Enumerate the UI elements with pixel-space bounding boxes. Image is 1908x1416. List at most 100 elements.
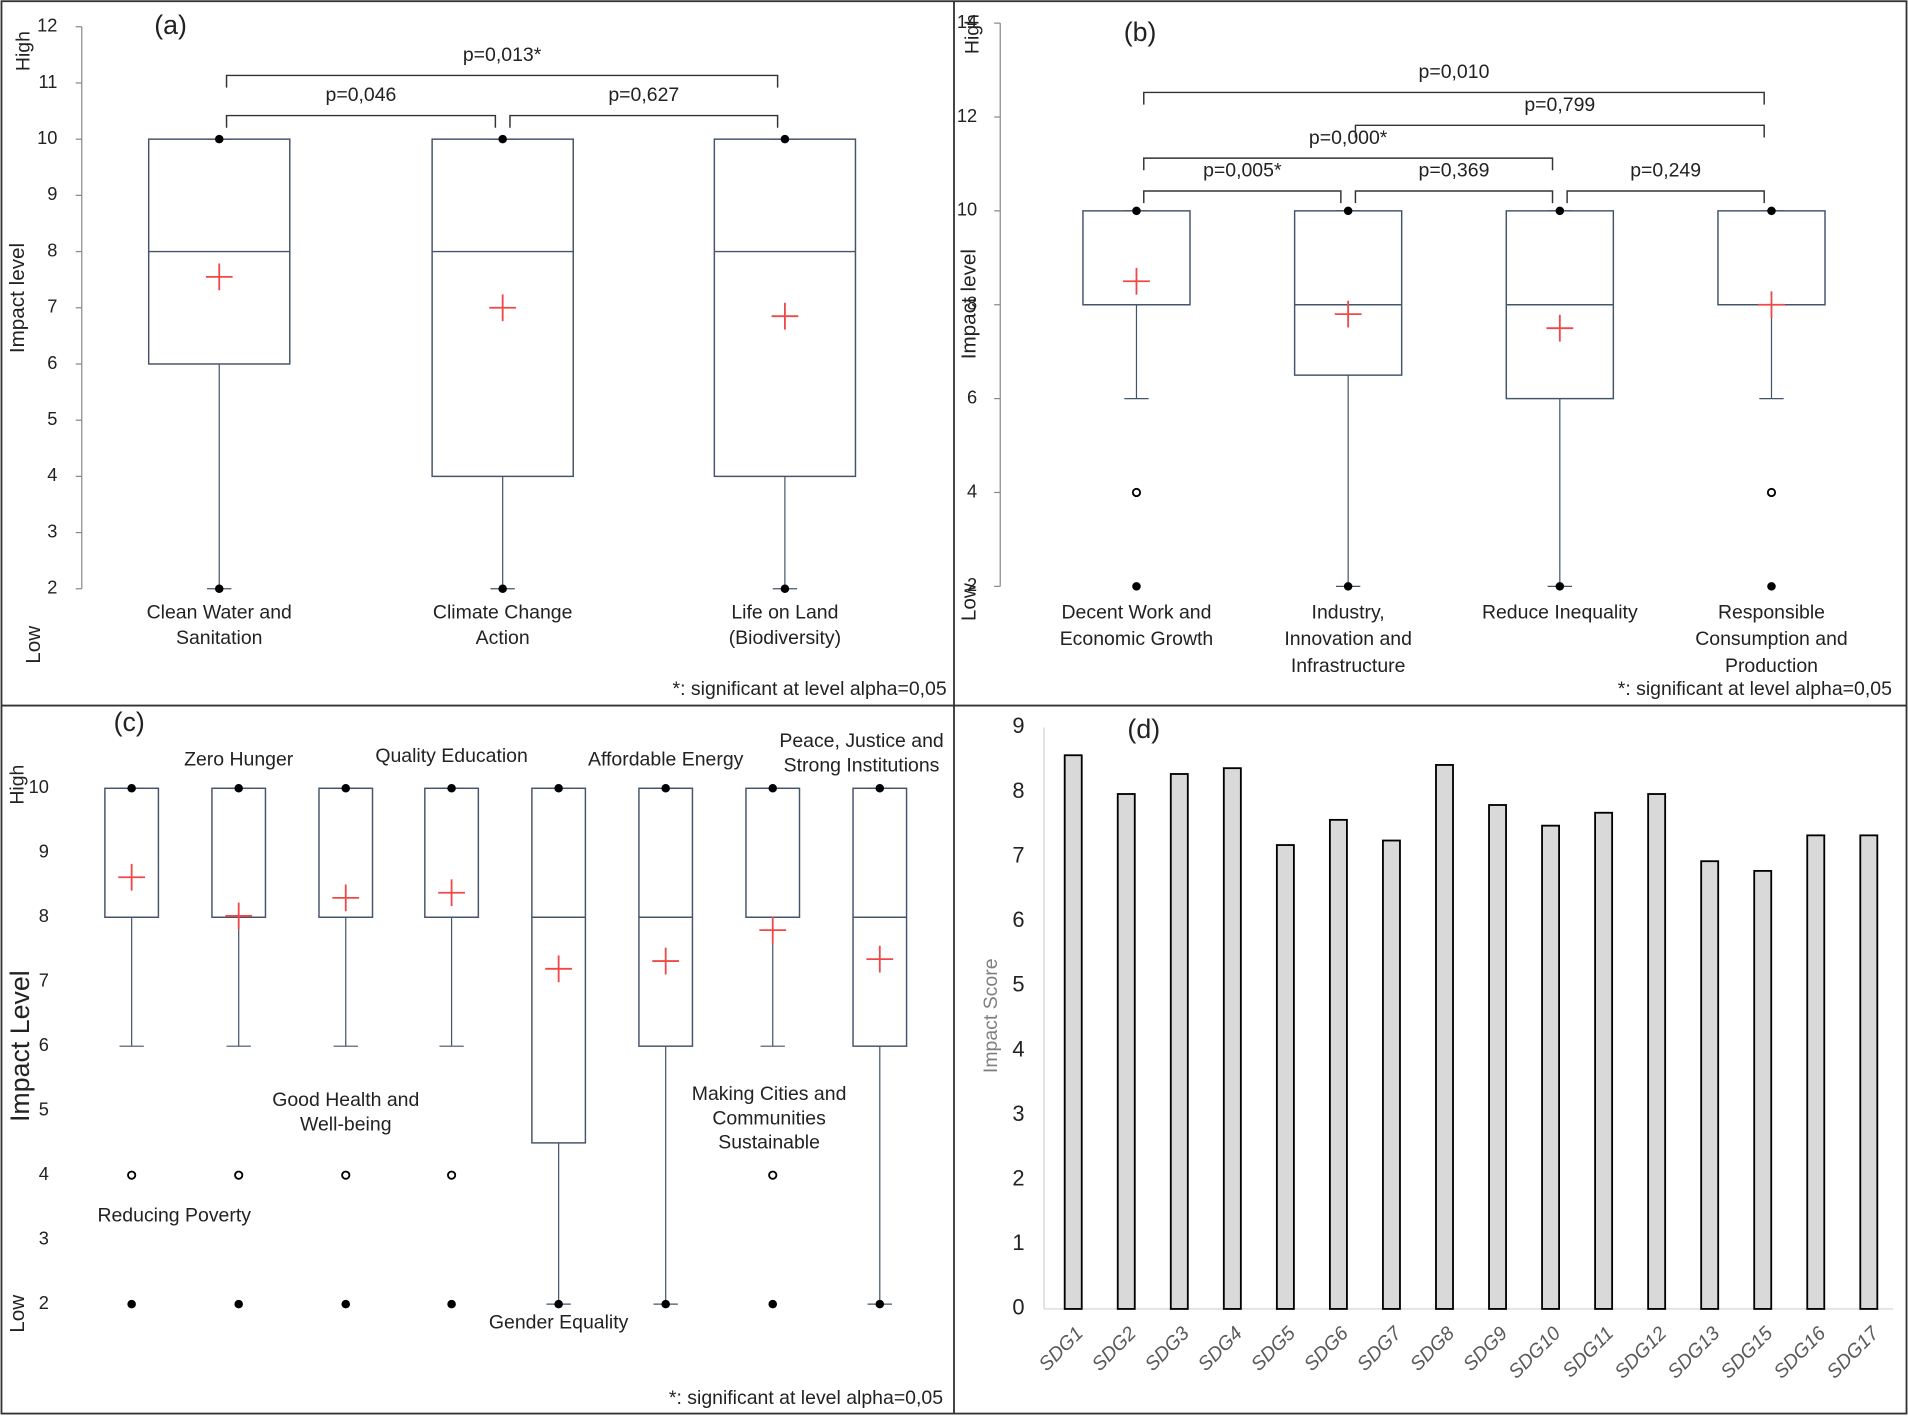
- bar: [1116, 793, 1136, 1310]
- y-tick-label: 4: [967, 480, 977, 501]
- max-point: [875, 784, 885, 793]
- max-point: [1555, 206, 1565, 216]
- bar: [1275, 844, 1295, 1310]
- category-label: (Biodiversity): [729, 627, 841, 649]
- category-label: Making Cities and: [692, 1083, 847, 1105]
- category-label: Well-being: [300, 1113, 392, 1135]
- p-value: p=0,799: [1524, 94, 1595, 116]
- min-point: [780, 584, 790, 594]
- category-label: Reducing Poverty: [97, 1205, 251, 1227]
- bar: [1382, 839, 1401, 1310]
- p-value: p=0,369: [1419, 160, 1490, 182]
- y-tick-label: 6: [1012, 907, 1024, 932]
- max-point: [214, 134, 224, 144]
- y-tick-label: 3: [1012, 1101, 1024, 1126]
- min-point: [1132, 582, 1141, 591]
- bar: [1063, 754, 1083, 1310]
- bar: [1222, 767, 1242, 1310]
- min-point: [875, 1299, 885, 1309]
- category-label: Climate Change: [433, 601, 573, 623]
- min-point: [214, 584, 224, 594]
- bar: [1169, 773, 1189, 1310]
- p-value: p=0,249: [1630, 160, 1701, 182]
- min-point: [1555, 582, 1565, 591]
- outlier: [127, 1170, 137, 1180]
- category-label: Infrastructure: [1291, 655, 1406, 677]
- low-label: Low: [957, 583, 980, 621]
- y-tick-label: 5: [1012, 972, 1024, 997]
- category-label: Production: [1725, 655, 1818, 677]
- high-label: High: [7, 765, 29, 805]
- min-point: [498, 584, 507, 594]
- y-tick-label: 8: [967, 293, 977, 314]
- low-label: Low: [22, 626, 45, 664]
- y-tick-label: 9: [47, 183, 57, 204]
- category-label: Sanitation: [176, 627, 263, 649]
- outlier: [447, 1170, 457, 1180]
- panel-label: (b): [1124, 17, 1157, 47]
- outlier: [1766, 487, 1777, 498]
- category-label: Gender Equality: [489, 1312, 629, 1334]
- y-tick-label: 1: [1012, 1230, 1024, 1255]
- y-tick-label: 7: [1012, 842, 1024, 867]
- min-point: [768, 1299, 777, 1309]
- y-tick-label: 6: [967, 386, 977, 407]
- y-tick-label: 10: [29, 776, 49, 797]
- note: *: significant at level alpha=0,05: [673, 678, 947, 700]
- bar: [1806, 834, 1826, 1310]
- y-tick-label: 0: [1012, 1295, 1024, 1320]
- category-label: Good Health and: [272, 1089, 419, 1111]
- max-point: [498, 134, 507, 144]
- category-label: Consumption and: [1695, 628, 1847, 650]
- max-point: [768, 784, 777, 793]
- bracket: [509, 114, 779, 128]
- outlier: [341, 1170, 351, 1180]
- y-tick-label: 7: [47, 296, 57, 317]
- category-label: Responsible: [1718, 601, 1825, 623]
- category-label: Affordable Energy: [588, 748, 744, 770]
- y-tick-label: 5: [47, 408, 57, 429]
- bracket: [225, 114, 497, 128]
- bar: [1488, 804, 1507, 1310]
- outlier: [1131, 487, 1142, 498]
- y-tick-label: 9: [39, 841, 49, 862]
- y-tick-label: 2: [1012, 1166, 1024, 1191]
- y-tick-label: 8: [1012, 778, 1024, 803]
- bar: [1541, 824, 1560, 1310]
- y-tick-label: 14: [957, 11, 977, 32]
- y-tick-label: 8: [39, 905, 49, 926]
- category-label: Sustainable: [718, 1132, 820, 1154]
- y-tick-label: 8: [47, 239, 57, 260]
- p-value: p=0,013*: [463, 44, 542, 66]
- category-label: Innovation and: [1284, 628, 1412, 650]
- y-tick-label: 11: [39, 71, 58, 92]
- bracket: [1143, 157, 1554, 171]
- y-axis-label: Impact level: [957, 249, 980, 359]
- category-label: Peace, Justice and: [779, 730, 943, 752]
- y-tick-label: 4: [39, 1163, 49, 1184]
- y-axis-label: Impact Score: [980, 958, 1002, 1073]
- min-point: [1343, 582, 1353, 591]
- y-tick-label: 6: [47, 352, 57, 373]
- outlier: [234, 1170, 244, 1180]
- min-point: [341, 1299, 351, 1309]
- y-tick-label: 5: [39, 1098, 49, 1119]
- min-point: [127, 1299, 136, 1309]
- y-tick-label: 10: [37, 127, 57, 148]
- y-tick-label: 2: [967, 574, 977, 595]
- category-label: Zero Hunger: [184, 748, 294, 770]
- category-label: Strong Institutions: [784, 755, 940, 777]
- y-tick-label: 12: [37, 15, 57, 36]
- min-point: [234, 1299, 243, 1309]
- panel-label: (a): [154, 10, 187, 40]
- category-label: Reduce Inequality: [1482, 601, 1638, 623]
- y-axis-label: Impact Level: [5, 970, 35, 1122]
- max-point: [1132, 206, 1141, 216]
- max-point: [1767, 206, 1776, 216]
- category-label: Economic Growth: [1060, 628, 1214, 650]
- outlier: [768, 1170, 778, 1180]
- p-value: p=0,005*: [1203, 160, 1282, 182]
- y-tick-label: 10: [957, 199, 977, 220]
- bracket: [225, 74, 779, 88]
- bar: [1435, 764, 1454, 1310]
